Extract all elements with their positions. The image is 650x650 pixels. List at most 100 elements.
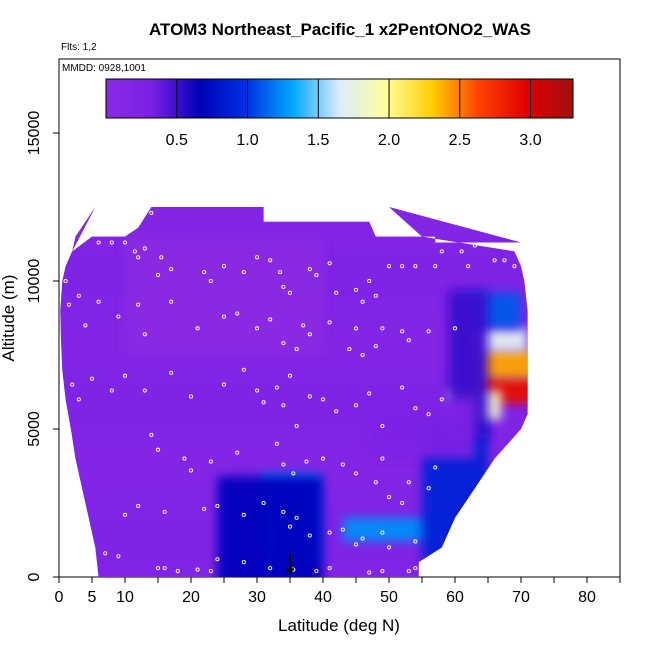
- sample-point: [294, 515, 299, 520]
- colorbar-tick-label: 0.5: [166, 132, 188, 149]
- sample-point: [136, 503, 141, 509]
- field-feature: [217, 476, 323, 577]
- sample-point: [175, 569, 180, 574]
- x-tick-label: 80: [578, 589, 596, 606]
- sample-point: [116, 554, 121, 559]
- sample-point: [320, 397, 326, 402]
- sample-point: [281, 403, 286, 408]
- sample-point: [492, 258, 497, 263]
- sample-point: [281, 509, 286, 514]
- sample-point: [340, 462, 345, 467]
- sample-point: [268, 258, 273, 263]
- sample-point: [301, 323, 306, 328]
- sample-point: [380, 423, 385, 429]
- sample-point: [96, 240, 101, 245]
- colorbar-tick-label: 2.5: [449, 132, 471, 149]
- sample-point: [202, 506, 207, 511]
- x-tick-label: 20: [182, 589, 200, 606]
- sample-point: [287, 373, 293, 378]
- sample-point: [327, 261, 332, 266]
- sample-point: [155, 447, 161, 452]
- sample-point: [235, 450, 240, 455]
- field-band: [60, 429, 528, 444]
- sample-point: [169, 370, 174, 375]
- sample-point: [406, 480, 411, 485]
- sample-point: [380, 530, 385, 535]
- y-tick-label: 10000: [26, 259, 43, 304]
- sample-point: [314, 273, 319, 278]
- flights-annotation: Flts: 1,2: [61, 42, 97, 53]
- sample-point: [512, 264, 517, 269]
- field-band: [60, 221, 528, 237]
- sample-point: [268, 317, 273, 322]
- sample-point: [281, 462, 286, 467]
- sample-point: [400, 385, 405, 390]
- sample-point: [122, 512, 128, 517]
- sample-point: [254, 255, 260, 260]
- sample-point: [281, 284, 286, 289]
- sample-point: [241, 367, 246, 372]
- field-band: [60, 562, 528, 577]
- colorbar-tick-label: 3.0: [519, 132, 541, 149]
- sample-point: [261, 400, 266, 405]
- colorbar-tick-label: 1.5: [307, 132, 329, 149]
- sample-point: [221, 382, 227, 387]
- sample-point: [195, 326, 200, 331]
- y-tick-label: 5000: [26, 411, 43, 447]
- dates-annotation: MMDD: 0928,1001: [62, 63, 146, 74]
- y-tick-label: 0: [26, 572, 43, 581]
- sample-point: [400, 500, 405, 506]
- sample-point: [426, 412, 431, 417]
- sample-point: [162, 509, 167, 514]
- sample-point: [132, 249, 137, 254]
- sample-point: [406, 338, 411, 343]
- sample-point: [208, 569, 213, 574]
- sample-point: [386, 495, 392, 500]
- sample-point: [347, 347, 352, 352]
- sample-point: [304, 459, 309, 464]
- sample-point: [466, 264, 471, 269]
- sample-point: [307, 267, 312, 272]
- sample-point: [294, 423, 299, 429]
- sample-point: [76, 397, 81, 402]
- field-band: [60, 458, 528, 474]
- colorbar-gradient: [105, 78, 574, 119]
- field-band: [60, 517, 528, 533]
- sample-point: [241, 560, 246, 565]
- sample-point: [70, 382, 75, 387]
- field-band: [60, 488, 528, 503]
- sample-point: [208, 278, 213, 284]
- sample-point: [241, 512, 246, 517]
- sample-point: [433, 264, 438, 269]
- field-band: [60, 207, 528, 222]
- sample-point: [439, 397, 444, 402]
- sample-point: [353, 471, 359, 476]
- sample-point: [63, 278, 68, 284]
- field-band: [60, 355, 528, 370]
- sample-point: [327, 320, 332, 325]
- sample-point: [254, 326, 260, 331]
- field-band: [60, 369, 528, 385]
- sample-point: [307, 394, 312, 399]
- sample-point: [208, 459, 213, 464]
- colorbar-tick-label: 2.0: [378, 132, 400, 149]
- x-tick-label: 10: [116, 589, 134, 606]
- sample-point: [373, 480, 378, 485]
- field-band: [60, 443, 528, 459]
- x-tick-label: 70: [512, 589, 530, 606]
- x-tick-label: 40: [314, 589, 332, 606]
- sample-point: [235, 311, 240, 316]
- sample-point: [155, 273, 161, 278]
- field-band: [60, 399, 528, 415]
- sample-point: [268, 566, 273, 571]
- field-feature: [369, 399, 475, 459]
- x-tick-label: 5: [88, 589, 97, 606]
- sample-point: [294, 347, 299, 352]
- x-tick-label: 0: [55, 589, 64, 606]
- sample-point: [202, 270, 207, 275]
- sample-point: [215, 503, 220, 509]
- sample-point: [353, 326, 359, 331]
- sample-point: [459, 249, 464, 254]
- sample-point: [76, 293, 81, 298]
